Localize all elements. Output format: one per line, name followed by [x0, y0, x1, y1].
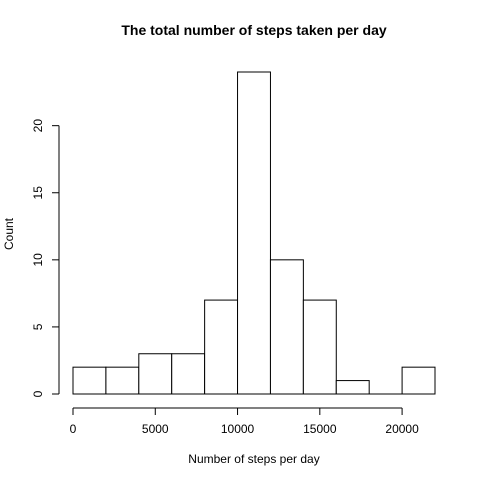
- x-tick-label: 15000: [303, 422, 337, 436]
- y-tick-label: 20: [31, 119, 45, 133]
- histogram-bar: [138, 353, 173, 395]
- chart-title: The total number of steps taken per day: [121, 22, 386, 38]
- x-tick-label: 20000: [385, 422, 419, 436]
- x-tick-label: 0: [70, 422, 77, 436]
- histogram-bar: [401, 366, 436, 395]
- y-tick-label: 5: [31, 323, 45, 330]
- histogram-bar: [335, 380, 370, 395]
- x-tick-label: 10000: [221, 422, 255, 436]
- x-tick-label: 5000: [142, 422, 169, 436]
- y-tick-label: 10: [31, 253, 45, 267]
- histogram-bar: [171, 353, 206, 395]
- y-tick-label: 0: [31, 390, 45, 397]
- histogram-bar: [269, 259, 304, 395]
- histogram-bar: [237, 71, 271, 395]
- x-axis: 0 5000 10000 15000 20000: [70, 407, 419, 436]
- histogram-bar: [105, 366, 140, 395]
- histogram-bar: [302, 299, 337, 395]
- x-axis-label: Number of steps per day: [188, 452, 319, 466]
- bars-group: [72, 71, 436, 395]
- histogram-bar: [204, 299, 239, 395]
- y-tick-label: 15: [31, 186, 45, 200]
- y-axis-label: Count: [2, 217, 16, 250]
- y-axis: 0 5 10 15 20: [31, 119, 60, 397]
- histogram-bar: [72, 366, 107, 395]
